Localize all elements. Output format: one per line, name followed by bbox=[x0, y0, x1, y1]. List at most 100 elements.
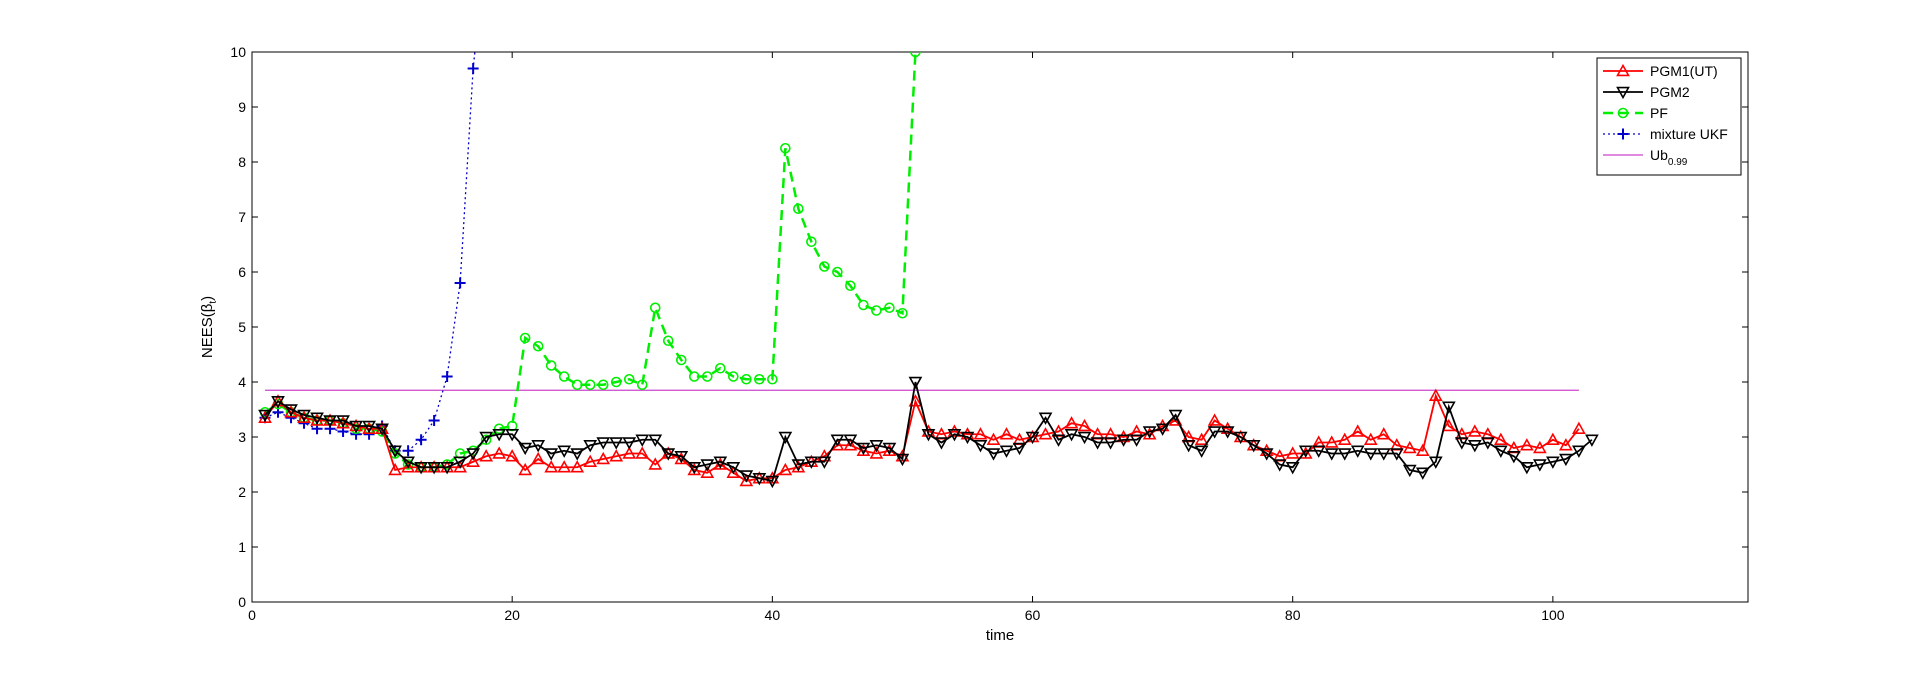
data-point-marker bbox=[1402, 464, 1417, 478]
data-point-marker bbox=[1350, 424, 1365, 437]
data-point-marker bbox=[830, 434, 845, 447]
data-point-marker bbox=[1533, 440, 1547, 454]
data-point-marker bbox=[570, 448, 585, 461]
data-point-marker bbox=[596, 451, 611, 465]
data-point-marker bbox=[1376, 427, 1391, 440]
data-point-marker bbox=[1585, 434, 1599, 447]
data-point-marker bbox=[388, 462, 402, 476]
data-point-marker bbox=[623, 373, 635, 385]
data-point-marker bbox=[441, 371, 453, 382]
data-point-marker bbox=[558, 371, 570, 382]
data-point-marker bbox=[1546, 456, 1560, 469]
data-point-marker bbox=[323, 415, 337, 428]
data-point-marker bbox=[610, 376, 622, 388]
data-point-marker bbox=[817, 456, 832, 469]
data-point-marker bbox=[415, 434, 427, 446]
data-point-marker bbox=[1207, 413, 1222, 426]
data-point-marker bbox=[1285, 462, 1300, 475]
data-point-marker bbox=[1194, 445, 1209, 458]
series-layer bbox=[258, 52, 1599, 489]
x-tick-label: 20 bbox=[504, 607, 520, 623]
data-point-marker bbox=[1259, 448, 1274, 461]
data-point-marker bbox=[258, 410, 272, 423]
data-point-marker bbox=[1533, 459, 1547, 472]
data-point-marker bbox=[910, 52, 921, 58]
data-point-marker bbox=[1572, 445, 1586, 458]
data-point-marker bbox=[843, 438, 858, 451]
data-point-marker bbox=[362, 421, 376, 434]
data-point-marker bbox=[1493, 445, 1508, 458]
data-point-marker bbox=[597, 379, 609, 391]
data-point-marker bbox=[832, 266, 843, 278]
data-point-marker bbox=[1441, 418, 1456, 432]
data-point-marker bbox=[1428, 456, 1443, 469]
data-point-marker bbox=[897, 307, 908, 319]
data-point-marker bbox=[362, 420, 376, 434]
data-point-marker bbox=[1220, 426, 1235, 439]
data-point-marker bbox=[1519, 462, 1534, 475]
data-point-marker bbox=[752, 473, 767, 486]
data-point-marker bbox=[947, 429, 962, 442]
data-point-marker bbox=[1506, 451, 1521, 464]
y-axis-label: NEES(βt) bbox=[199, 296, 219, 358]
plot-area bbox=[251, 51, 1749, 603]
data-point-marker bbox=[778, 462, 793, 476]
data-point-marker bbox=[688, 371, 700, 382]
data-point-marker bbox=[947, 424, 962, 437]
x-axis-label: time bbox=[986, 627, 1014, 644]
data-point-marker bbox=[791, 459, 806, 472]
data-point-marker bbox=[1559, 438, 1573, 451]
data-point-marker bbox=[1415, 443, 1430, 456]
x-tick-label: 80 bbox=[1285, 607, 1301, 623]
data-point-marker bbox=[297, 409, 311, 423]
data-point-marker bbox=[583, 440, 598, 453]
x-tick-label: 40 bbox=[765, 607, 781, 623]
y-tick-label: 3 bbox=[238, 429, 246, 445]
data-point-marker bbox=[453, 460, 467, 473]
data-point-marker bbox=[1077, 418, 1092, 432]
data-point-marker bbox=[1181, 440, 1196, 453]
data-point-marker bbox=[1572, 421, 1586, 434]
data-point-marker bbox=[284, 404, 298, 417]
x-tick-label: 60 bbox=[1025, 607, 1041, 623]
data-point-marker bbox=[728, 371, 739, 382]
legend-swatches bbox=[1603, 63, 1643, 156]
data-point-marker bbox=[973, 427, 988, 440]
data-point-marker bbox=[1324, 435, 1339, 448]
legend-label-mixture-ukf: mixture UKF bbox=[1650, 126, 1728, 142]
legend-label-pgm1: PGM1(UT) bbox=[1650, 63, 1718, 79]
data-point-marker bbox=[1480, 437, 1495, 450]
data-point-marker bbox=[1363, 448, 1378, 461]
data-point-marker bbox=[1311, 445, 1326, 458]
data-point-marker bbox=[1285, 446, 1300, 459]
data-point-marker bbox=[675, 354, 687, 366]
data-point-marker bbox=[1350, 445, 1365, 458]
data-point-marker bbox=[858, 299, 869, 311]
data-point-marker bbox=[1220, 421, 1235, 434]
data-point-marker bbox=[1194, 432, 1209, 445]
legend-swatch-marker bbox=[1616, 63, 1630, 77]
data-point-marker bbox=[454, 277, 466, 289]
data-point-marker bbox=[1324, 448, 1339, 461]
data-point-marker bbox=[545, 360, 557, 371]
data-point-marker bbox=[804, 456, 819, 469]
data-point-marker bbox=[767, 373, 778, 385]
data-point-marker bbox=[622, 437, 637, 450]
data-point-marker bbox=[1064, 429, 1079, 442]
data-point-marker bbox=[583, 454, 598, 467]
data-point-marker bbox=[401, 456, 415, 469]
data-point-marker bbox=[702, 371, 713, 382]
data-point-marker bbox=[934, 437, 949, 450]
y-tick-label: 5 bbox=[238, 319, 246, 335]
data-point-marker bbox=[1129, 434, 1144, 447]
data-point-marker bbox=[1259, 443, 1274, 456]
y-tick-label: 4 bbox=[238, 374, 246, 390]
data-point-marker bbox=[843, 434, 858, 447]
data-point-marker bbox=[375, 423, 389, 436]
x-tick-label: 100 bbox=[1541, 607, 1565, 623]
data-point-marker bbox=[715, 362, 726, 374]
data-point-marker bbox=[636, 379, 648, 391]
data-point-marker bbox=[791, 460, 806, 473]
data-point-marker bbox=[869, 446, 884, 459]
data-point-marker bbox=[336, 415, 350, 428]
